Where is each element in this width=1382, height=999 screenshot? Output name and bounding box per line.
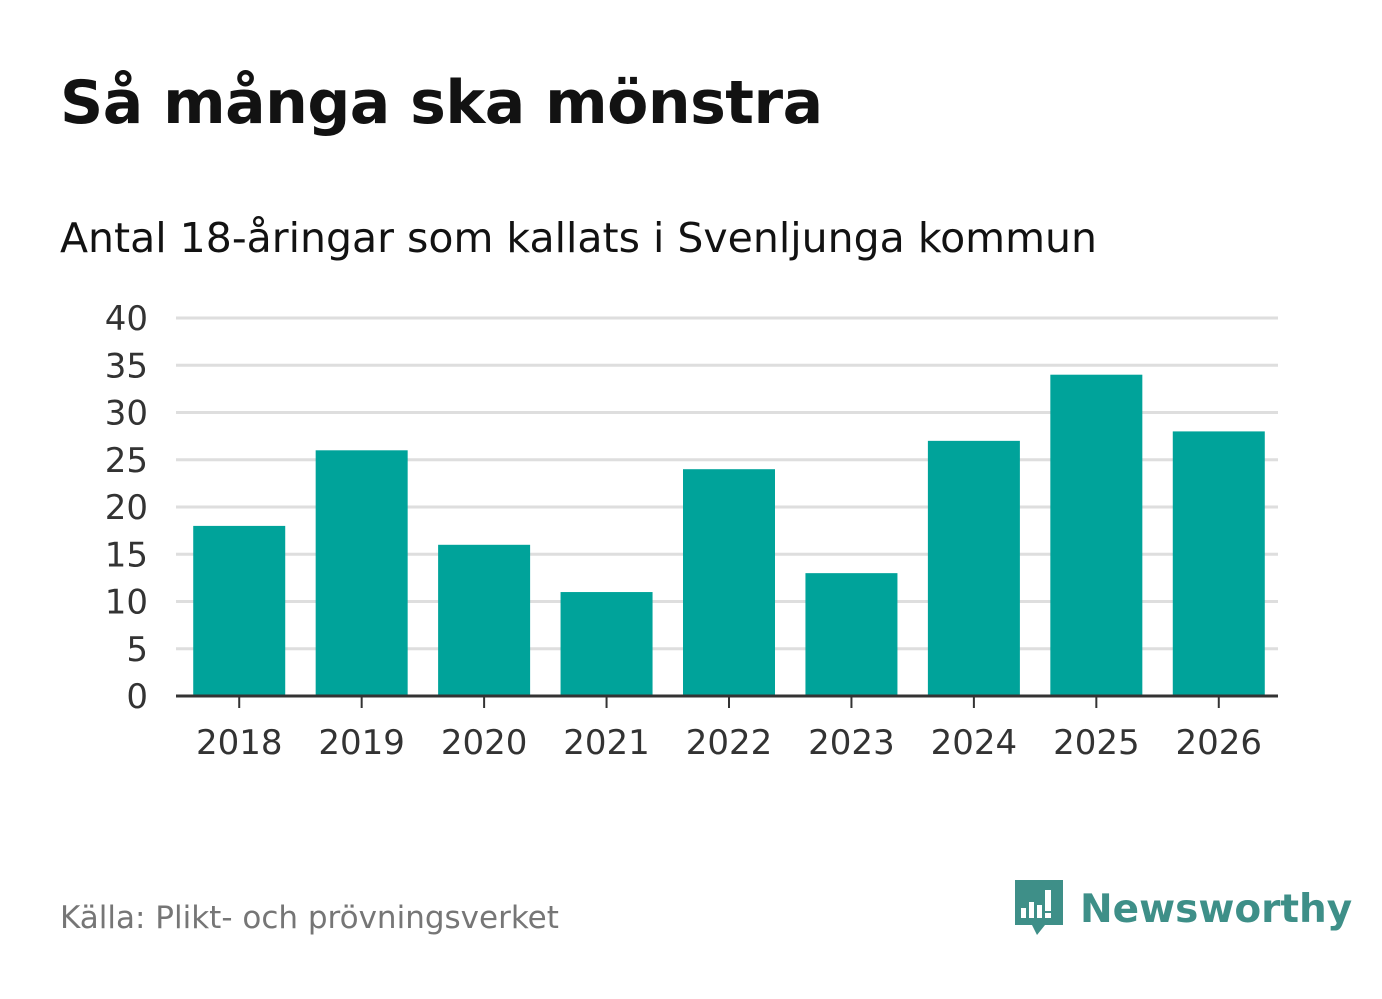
x-tick-label: 2024 [931,723,1018,763]
y-tick-label: 35 [105,346,148,386]
brand-name: Newsworthy [1080,886,1353,932]
y-tick-label: 5 [126,630,148,670]
y-tick-label: 25 [105,441,148,481]
x-tick-label: 2020 [441,723,528,763]
y-tick-label: 30 [105,394,148,434]
bar-chart-speech-bubble-icon [1015,880,1063,935]
bar-2026 [1172,431,1265,696]
brand-logo[interactable]: Newsworthy [1012,878,1352,940]
bar-2019 [315,450,408,696]
y-tick-label: 15 [105,535,148,575]
bars [193,374,1265,696]
x-tick-label: 2023 [808,723,895,763]
bar-2024 [927,440,1020,696]
bar-2022 [683,469,775,696]
x-tick-label: 2021 [563,723,650,763]
bar-2018 [193,525,286,696]
x-tick-label: 2018 [196,723,283,763]
source-note: Källa: Plikt- och prövningsverket [60,900,559,936]
x-tick-label: 2026 [1176,723,1263,763]
x-axis-ticks: 2018 2019 2020 2021 2022 2023 2024 2025 2026 [196,696,1262,763]
chart-subtitle: Antal 18-åringar som kallats i Svenljung… [60,214,1098,262]
y-tick-label: 0 [126,677,148,717]
chart-title: Så många ska mönstra [60,68,823,138]
bar-2025 [1050,374,1143,696]
bar-2023 [805,573,898,696]
bar-2020 [438,544,531,696]
y-axis-ticks: 0 5 10 15 20 25 30 35 40 [105,299,148,717]
y-tick-label: 10 [105,583,148,623]
y-tick-label: 20 [105,488,148,528]
y-tick-label: 40 [105,299,148,339]
x-tick-label: 2019 [318,723,405,763]
bar-2021 [560,592,653,696]
x-tick-label: 2025 [1053,723,1140,763]
x-tick-label: 2022 [686,723,773,763]
